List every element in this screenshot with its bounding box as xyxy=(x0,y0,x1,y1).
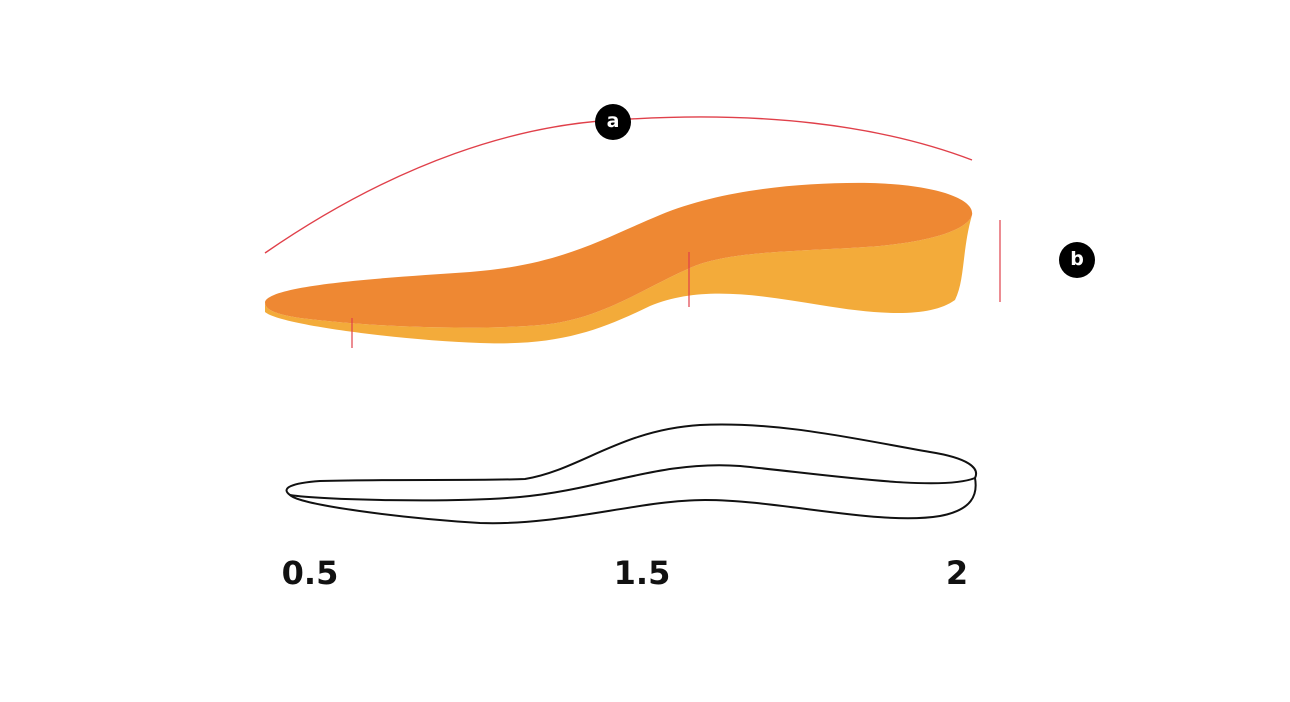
insole-outline xyxy=(285,423,978,525)
badge-label: a xyxy=(607,110,620,132)
badge xyxy=(1059,242,1095,278)
badge-label: b xyxy=(1070,248,1084,270)
insole-top xyxy=(265,182,973,328)
badge xyxy=(595,104,631,140)
thickness-label: 2 xyxy=(946,554,968,592)
insole-side xyxy=(265,215,972,344)
thickness-label: 0.5 xyxy=(282,554,339,592)
thickness-label: 1.5 xyxy=(614,554,671,592)
